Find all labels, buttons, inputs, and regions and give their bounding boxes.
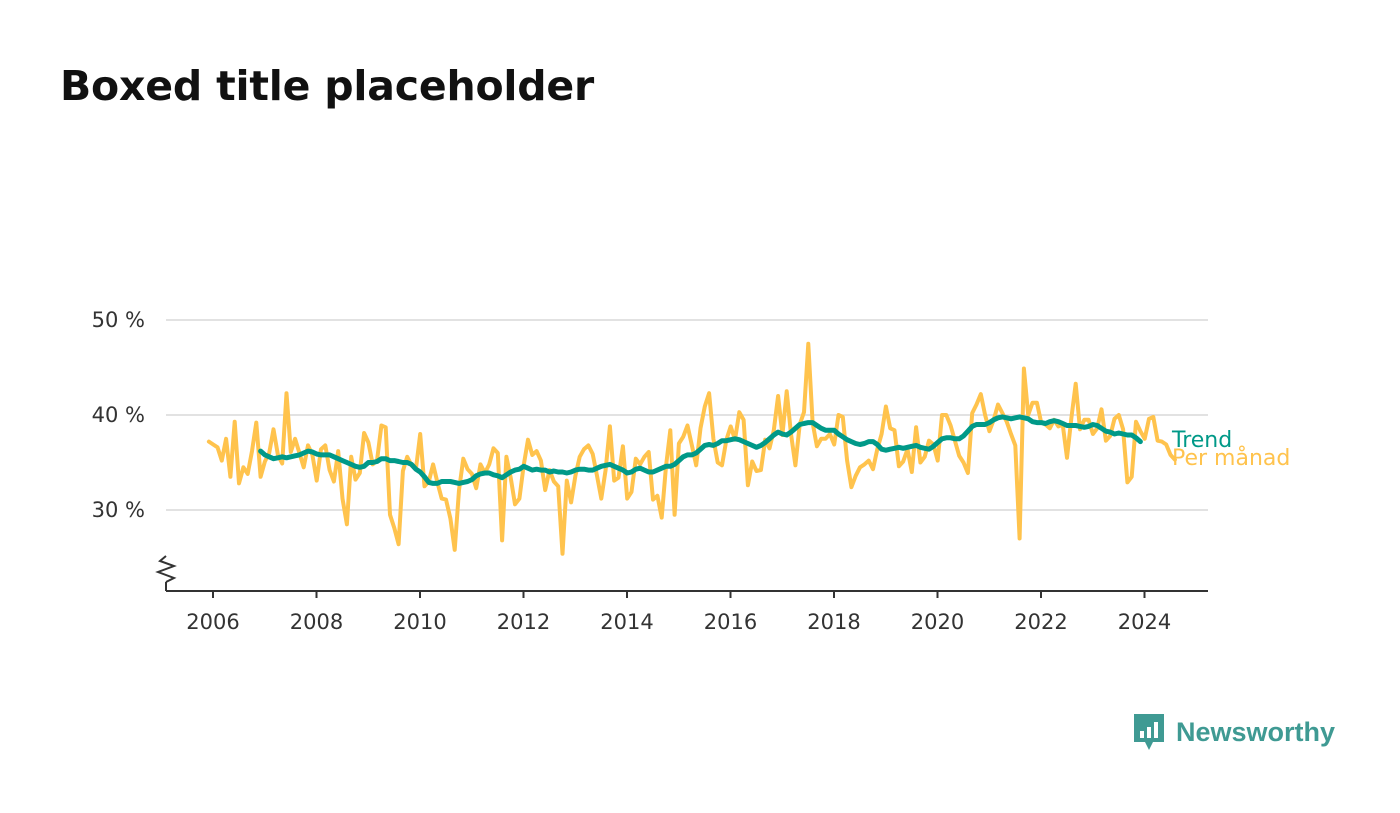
x-tick-label: 2008 [290, 610, 343, 634]
x-tick-label: 2020 [911, 610, 964, 634]
x-tick-label: 2016 [704, 610, 757, 634]
x-axis: 2006 2008 2010 2012 2014 2016 2018 2020 2022 2024 [155, 555, 1208, 634]
page-title: Boxed title placeholder [60, 62, 595, 110]
series-lines [206, 341, 1177, 556]
y-tick-label: 40 % [92, 403, 145, 427]
brand-logo: Newsworthy [1132, 712, 1335, 752]
x-tick-label: 2012 [497, 610, 550, 634]
series-line-trend [258, 414, 1143, 486]
x-tick-label: 2010 [393, 610, 446, 634]
series-label-per-manad: Per månad [1172, 445, 1290, 471]
y-tick-label: 50 % [92, 308, 145, 332]
x-tick-label: 2024 [1118, 610, 1171, 634]
axis-break-icon [155, 555, 177, 583]
x-tick-label: 2006 [186, 610, 239, 634]
y-axis-labels: 30 % 40 % 50 % [92, 308, 145, 522]
y-tick-label: 30 % [92, 498, 145, 522]
x-tick-label: 2018 [807, 610, 860, 634]
x-tick-label: 2022 [1014, 610, 1067, 634]
brand-name: Newsworthy [1176, 716, 1336, 747]
series-line-per-manad [206, 341, 1177, 556]
x-tick-label: 2014 [600, 610, 653, 634]
newsworthy-logo-icon [1134, 714, 1164, 750]
series-label-trend: Trend [1171, 428, 1232, 453]
grid-lines [166, 319, 1208, 511]
